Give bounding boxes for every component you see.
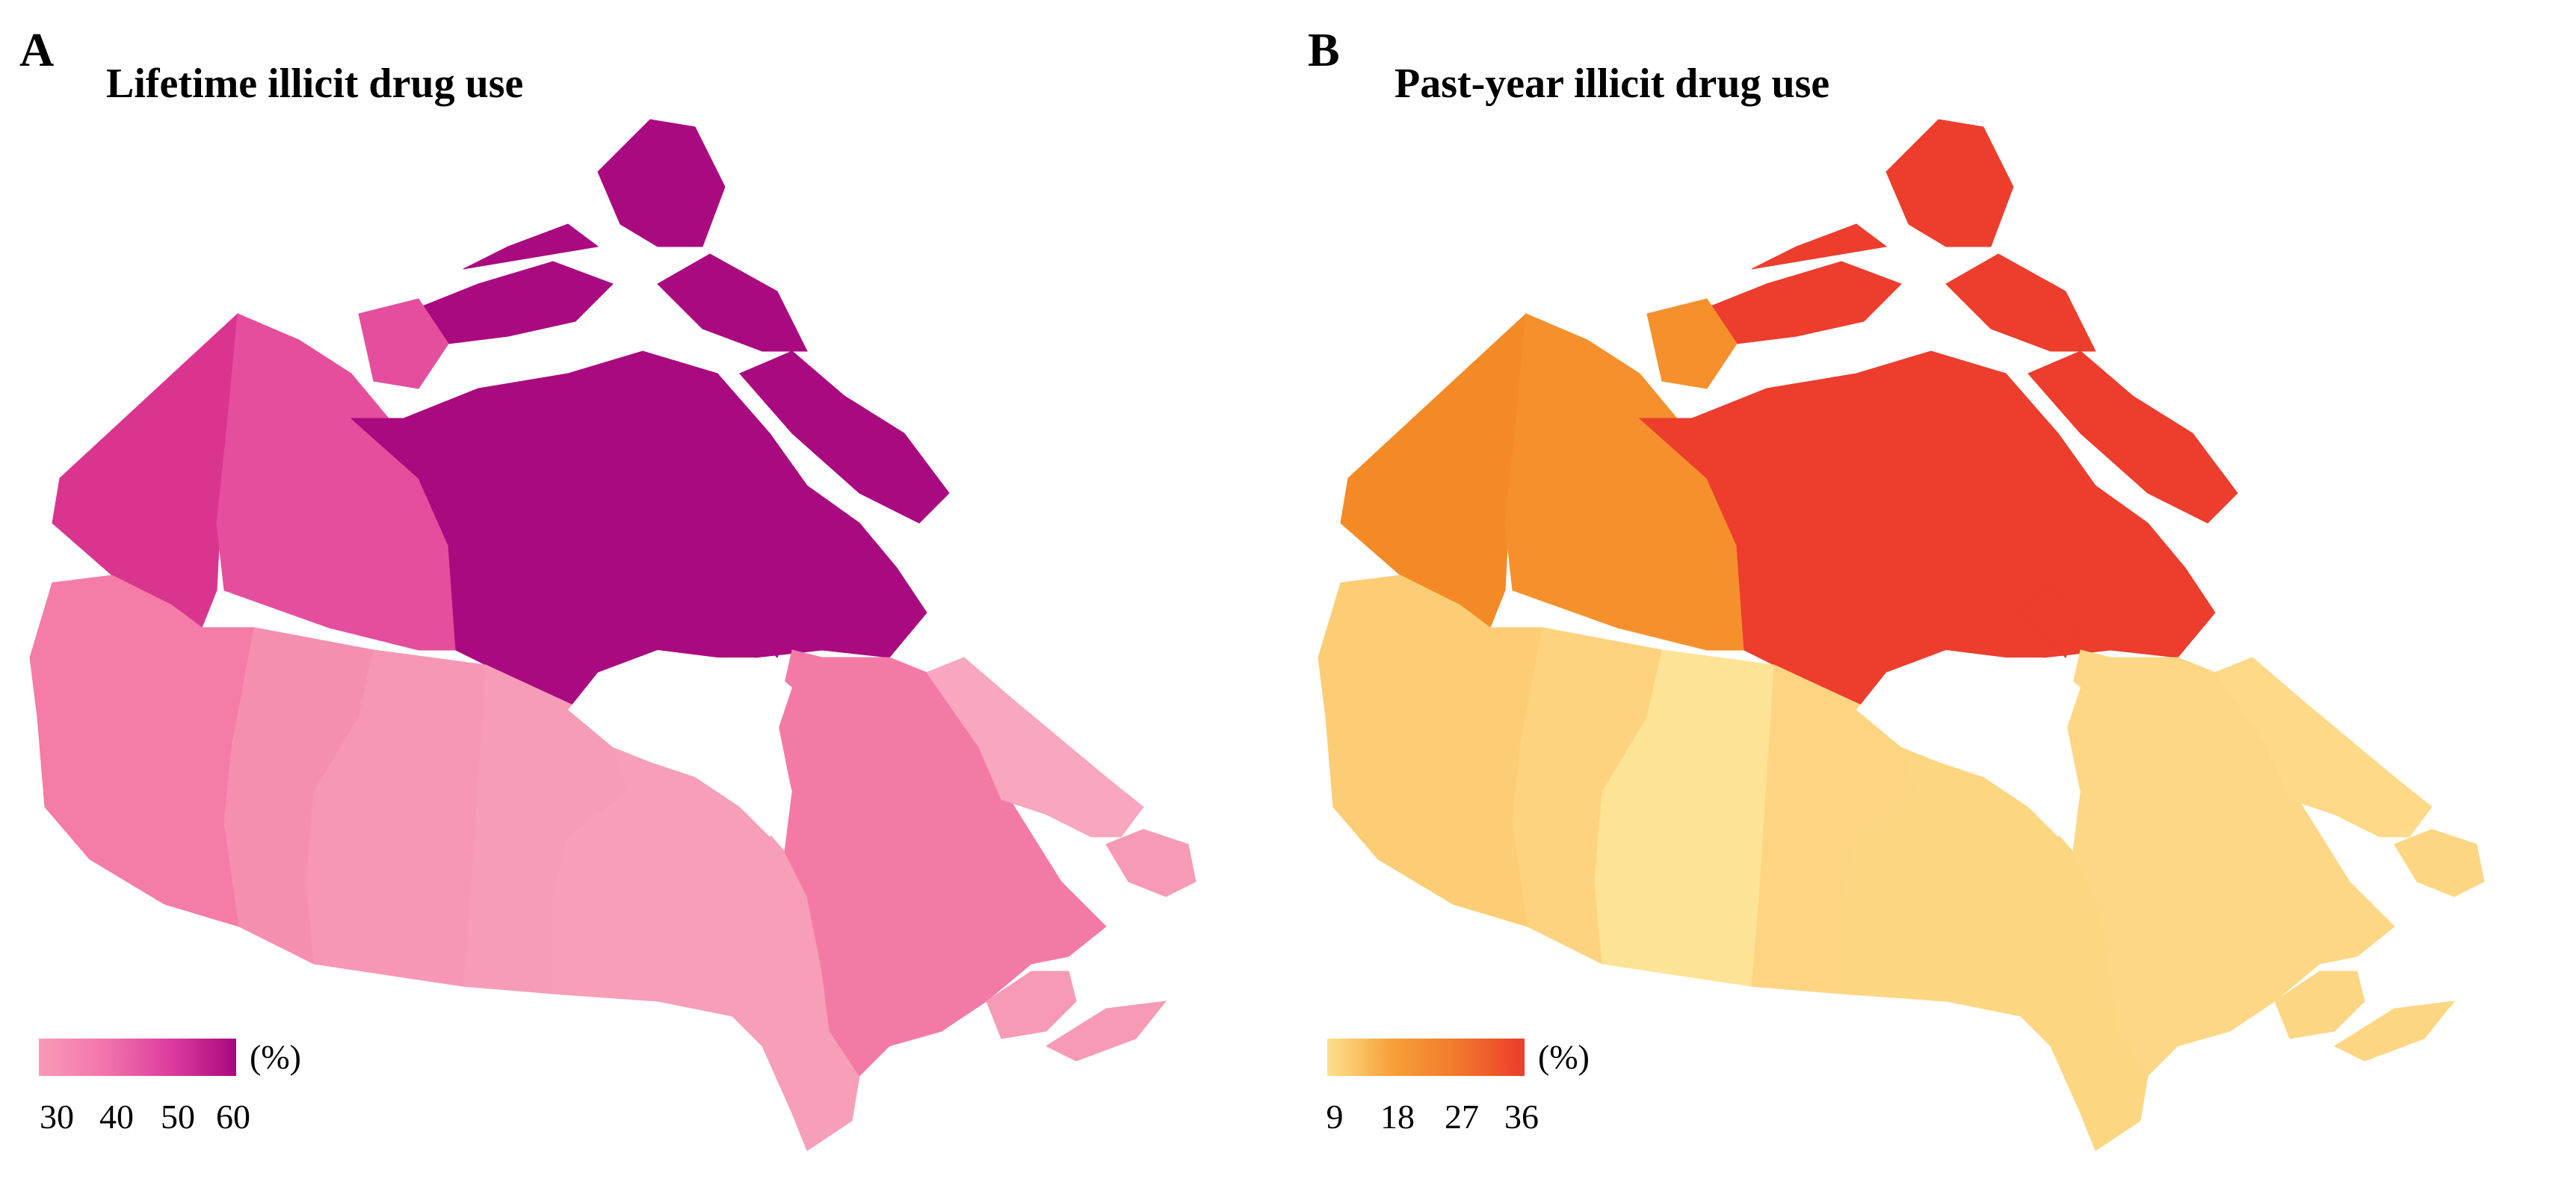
legend-unit: (%): [1538, 1038, 1590, 1076]
panel-letter: A: [19, 23, 55, 76]
region-british-columbia[interactable]: [1318, 575, 1543, 927]
panel-lifetime: A Lifetime illicit drug use (%) 30 40 50…: [19, 23, 1196, 1151]
panel-letter: B: [1308, 23, 1340, 76]
panel-past-year: B Past-year illicit drug use (%) 9 18 27…: [1288, 0, 2576, 1188]
legend-tick: 9: [1326, 1098, 1344, 1136]
legend-unit: (%): [250, 1038, 301, 1076]
legend-tick: 36: [1504, 1098, 1539, 1136]
region-arctic-islands-nwt[interactable]: [358, 298, 449, 389]
hudson-bay: [1856, 650, 2081, 837]
region-labrador[interactable]: [2214, 657, 2433, 838]
legend-tick: 27: [1445, 1098, 1479, 1136]
region-british-columbia[interactable]: [29, 575, 255, 927]
region-labrador[interactable]: [926, 657, 1144, 838]
legend-tick: 40: [99, 1098, 134, 1136]
legend-tick: 50: [161, 1098, 195, 1136]
legend-tick: 18: [1380, 1098, 1415, 1136]
map-regions: [29, 119, 1196, 1151]
canada-choropleth-map: [1318, 119, 2485, 1151]
legend-tick: 60: [216, 1098, 250, 1136]
panel-title: Past-year illicit drug use: [1394, 61, 1830, 107]
map-regions: [1318, 119, 2485, 1151]
panel-title: Lifetime illicit drug use: [106, 61, 524, 107]
canada-choropleth-map: [29, 119, 1196, 1151]
region-arctic-islands-nwt[interactable]: [1646, 298, 1738, 389]
region-atlantic[interactable]: [2274, 829, 2485, 1062]
legend-color-bar: [1327, 1039, 1525, 1076]
hudson-bay: [568, 650, 792, 837]
region-atlantic[interactable]: [986, 829, 1196, 1062]
legend-color-bar: [39, 1039, 236, 1076]
region-nunavut[interactable]: [350, 119, 950, 823]
legend-tick: 30: [40, 1098, 74, 1136]
region-nunavut[interactable]: [1638, 119, 2238, 823]
